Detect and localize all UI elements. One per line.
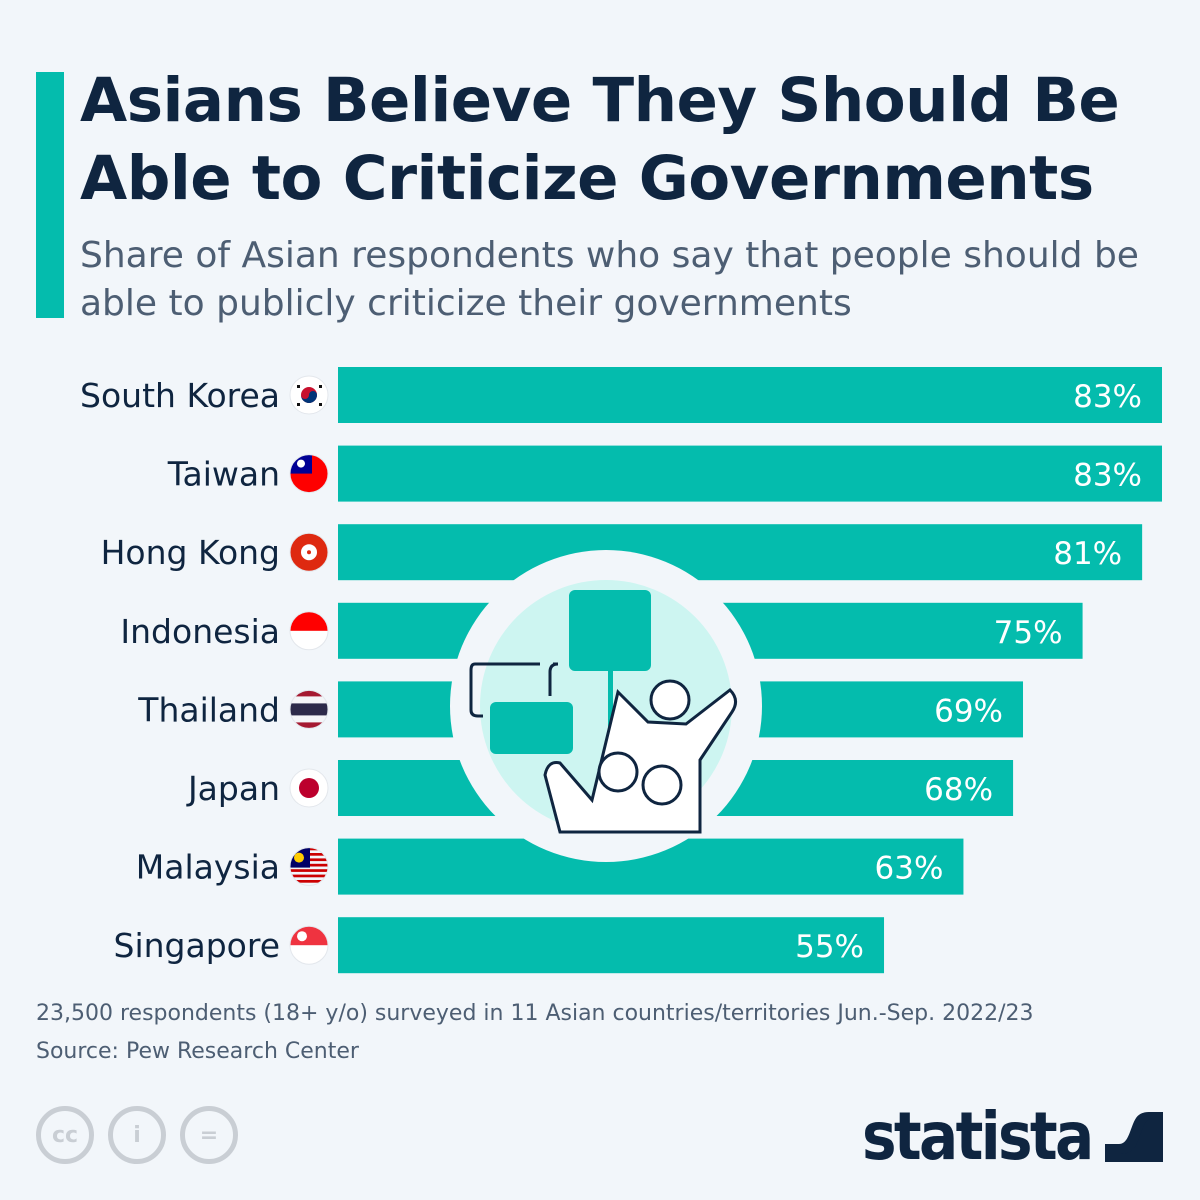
- value-label: 69%: [934, 693, 1003, 729]
- value-label: 81%: [1053, 536, 1122, 572]
- category-label: Hong Kong: [101, 533, 280, 572]
- taiwan-flag-icon: [289, 454, 329, 494]
- singapore-flag-icon: [289, 925, 329, 965]
- bar-taiwan: [338, 445, 1162, 502]
- statista-logo[interactable]: statista: [862, 1098, 1094, 1175]
- statista-logo-mark-icon: [1105, 1104, 1163, 1162]
- bar-chart: South Korea Taiwan Hong Kong Indonesia Thail…: [80, 367, 1162, 974]
- footer-source: Source: Pew Research Center: [36, 1039, 359, 1064]
- malaysia-flag-icon: [289, 847, 329, 887]
- category-label: Taiwan: [167, 455, 280, 494]
- indonesia-flag-icon: [289, 611, 329, 651]
- south-korea-flag-icon: [289, 375, 329, 415]
- protest-illustration-icon: [450, 550, 762, 862]
- value-label: 63%: [875, 851, 944, 887]
- category-label: Singapore: [114, 926, 280, 965]
- cc-icon[interactable]: cc: [36, 1106, 94, 1164]
- value-label: 68%: [924, 772, 993, 808]
- no-derivatives-icon[interactable]: =: [180, 1106, 238, 1164]
- value-label: 55%: [795, 929, 864, 965]
- category-label: Malaysia: [136, 848, 280, 887]
- japan-flag-icon: [289, 768, 329, 808]
- chart-title: Asians Believe They Should Be Able to Cr…: [80, 65, 1120, 214]
- bar-hong-kong: [338, 524, 1143, 581]
- category-label: Thailand: [137, 690, 280, 729]
- category-label: South Korea: [80, 376, 280, 415]
- bar-south-korea: [338, 367, 1162, 423]
- title-accent-bar: [36, 72, 64, 318]
- footer-note: 23,500 respondents (18+ y/o) surveyed in…: [36, 1001, 1034, 1026]
- attribution-icon[interactable]: i: [108, 1106, 166, 1164]
- category-label: Japan: [186, 769, 280, 808]
- chart-subtitle: Share of Asian respondents who say that …: [80, 235, 1139, 324]
- hong-kong-flag-icon: [289, 532, 329, 572]
- value-label: 75%: [994, 615, 1063, 651]
- bar-singapore: [338, 917, 885, 974]
- category-label: Indonesia: [120, 612, 280, 651]
- value-label: 83%: [1073, 458, 1142, 494]
- value-label: 83%: [1073, 379, 1142, 415]
- thailand-flag-icon: [289, 689, 329, 729]
